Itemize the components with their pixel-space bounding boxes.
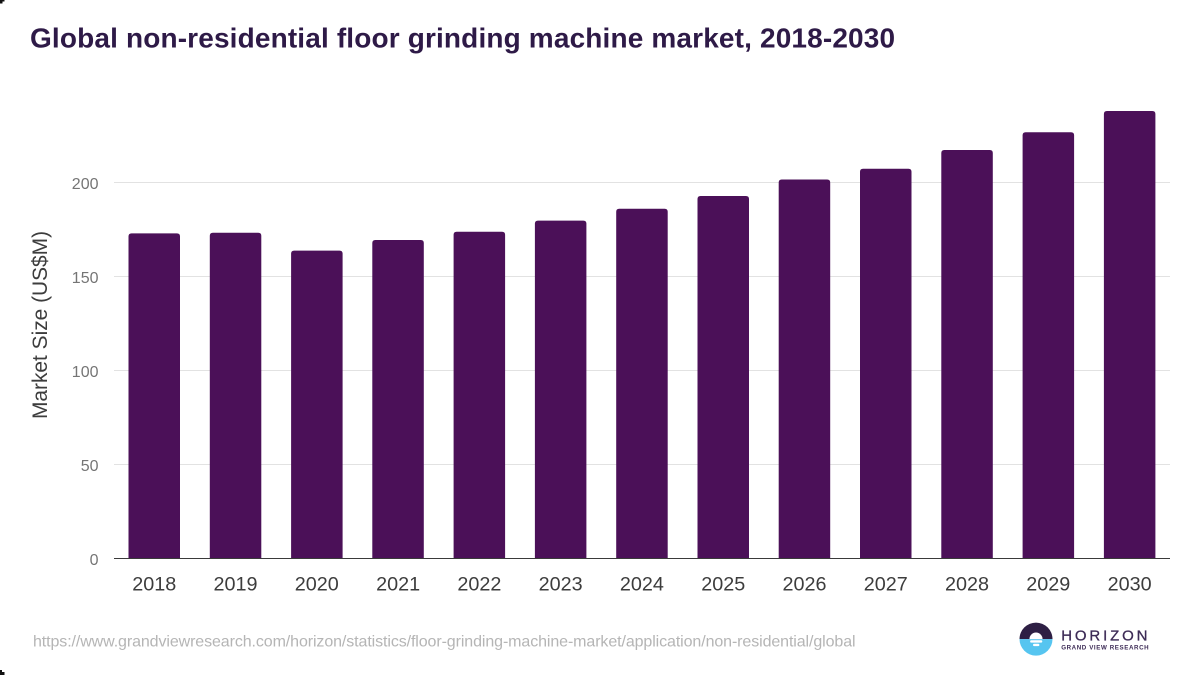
svg-text:2023: 2023 bbox=[539, 574, 583, 596]
svg-text:2022: 2022 bbox=[457, 574, 501, 596]
svg-text:2020: 2020 bbox=[295, 574, 339, 596]
svg-text:0: 0 bbox=[90, 552, 99, 569]
svg-text:2028: 2028 bbox=[945, 574, 989, 596]
svg-text:2018: 2018 bbox=[132, 574, 176, 596]
svg-text:Market Size (US$M): Market Size (US$M) bbox=[29, 231, 52, 419]
svg-text:150: 150 bbox=[72, 270, 99, 287]
svg-text:50: 50 bbox=[81, 458, 99, 475]
svg-text:2025: 2025 bbox=[701, 574, 745, 596]
svg-text:2021: 2021 bbox=[376, 574, 420, 596]
svg-text:https://www.grandviewresearch.: https://www.grandviewresearch.com/horizo… bbox=[33, 634, 855, 651]
svg-text:2029: 2029 bbox=[1026, 574, 1070, 596]
svg-text:100: 100 bbox=[72, 364, 99, 381]
svg-text:2030: 2030 bbox=[1108, 574, 1152, 596]
svg-text:2026: 2026 bbox=[782, 574, 826, 596]
svg-text:200: 200 bbox=[72, 176, 99, 193]
svg-text:2019: 2019 bbox=[213, 574, 257, 596]
svg-text:Global non-residential floor g: Global non-residential floor grinding ma… bbox=[30, 23, 895, 54]
svg-text:GRAND VIEW RESEARCH: GRAND VIEW RESEARCH bbox=[1061, 644, 1149, 651]
svg-text:HORIZON: HORIZON bbox=[1061, 627, 1150, 644]
svg-text:2027: 2027 bbox=[864, 574, 908, 596]
svg-text:2024: 2024 bbox=[620, 574, 664, 596]
